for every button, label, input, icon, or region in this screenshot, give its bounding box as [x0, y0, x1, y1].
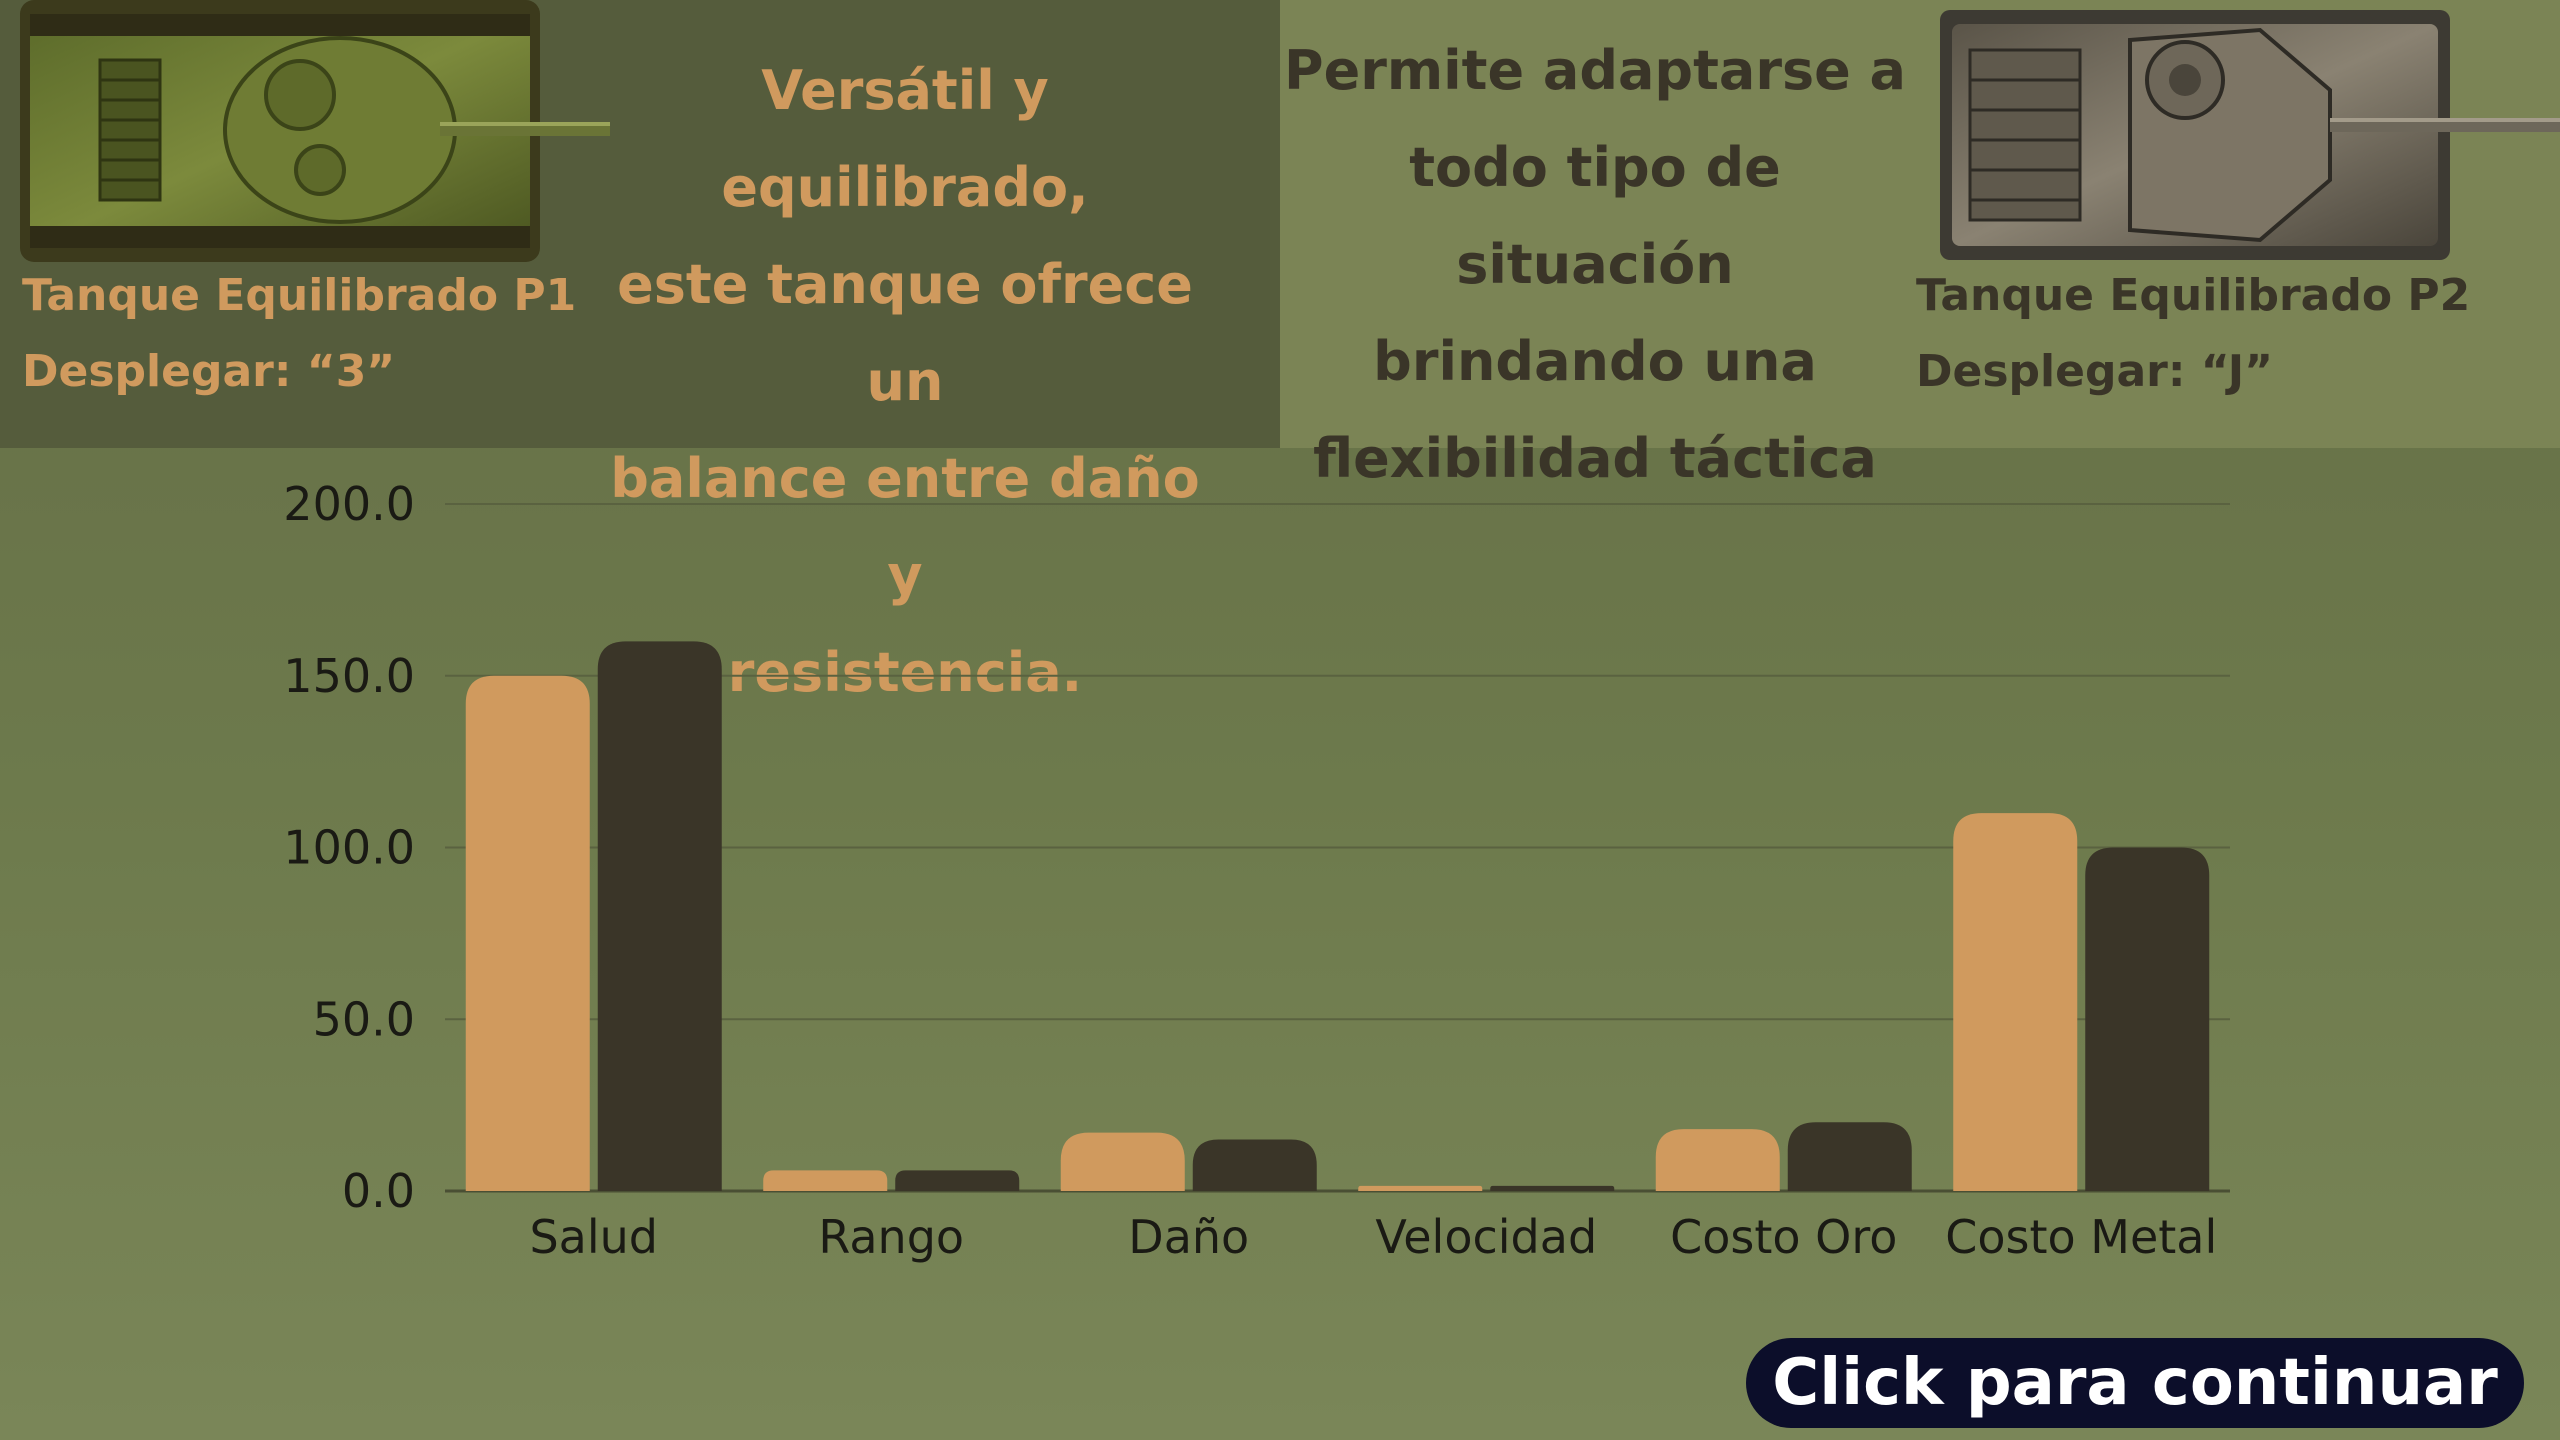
tank-p1-deploy-key: Desplegar: “3”	[22, 346, 396, 397]
y-tick-label: 150.0	[283, 649, 415, 703]
description-line: brindando una	[1373, 330, 1817, 393]
bar-p1-costo-metal	[1953, 813, 2078, 1191]
tank-p2-name: Tanque Equilibrado P2	[1916, 270, 2471, 321]
description-line: flexibilidad táctica	[1313, 427, 1877, 490]
x-tick-label: Costo Oro	[1670, 1210, 1897, 1264]
bar-p1-rango	[763, 1170, 888, 1191]
description-line: balance entre daño y	[610, 447, 1200, 607]
tank-p1-name: Tanque Equilibrado P1	[22, 270, 577, 321]
y-tick-label: 0.0	[342, 1164, 415, 1218]
y-tick-label: 100.0	[283, 821, 415, 875]
x-tick-label: Daño	[1128, 1210, 1249, 1264]
tank-p2-description: Permite adaptarse a todo tipo de situaci…	[1280, 22, 1910, 507]
bar-p2-salud	[597, 641, 722, 1191]
bar-p1-velocidad	[1358, 1185, 1483, 1191]
bar-p2-velocidad	[1490, 1185, 1615, 1191]
description-line: todo tipo de situación	[1409, 136, 1781, 296]
y-tick-label: 50.0	[313, 992, 415, 1046]
bar-p2-costo-metal	[2085, 847, 2210, 1191]
x-tick-label: Velocidad	[1375, 1210, 1597, 1264]
stats-bar-chart: 0.0 50.0 100.0 150.0 200.0 Salud Rango Daño Velo…	[283, 477, 2230, 1264]
tank-p1-labels: Tanque Equilibrado P1 Desplegar: “3”	[22, 258, 576, 410]
description-line: resistencia.	[727, 641, 1083, 704]
description-line: este tanque ofrece un	[617, 253, 1193, 413]
bar-p2-dano	[1192, 1139, 1317, 1191]
x-tick-label: Salud	[529, 1210, 658, 1264]
continue-button[interactable]: Click para continuar	[1746, 1338, 2524, 1428]
y-tick-label: 200.0	[283, 477, 415, 531]
bar-p1-salud	[465, 675, 590, 1191]
x-tick-label: Rango	[818, 1210, 964, 1264]
bar-p1-costo-oro	[1655, 1129, 1780, 1191]
tank-p2-image	[1930, 0, 2560, 262]
tank-p2-labels: Tanque Equilibrado P2 Desplegar: “J”	[1916, 258, 2470, 410]
x-tick-label: Costo Metal	[1945, 1210, 2217, 1264]
tank-p1-image	[20, 0, 610, 262]
tank-p1-description: Versátil y equilibrado, este tanque ofre…	[590, 42, 1220, 721]
bar-p2-costo-oro	[1787, 1122, 1912, 1191]
description-line: Permite adaptarse a	[1284, 39, 1906, 102]
tank-p2-deploy-key: Desplegar: “J”	[1916, 346, 2274, 397]
bar-p1-dano	[1060, 1132, 1185, 1191]
bar-p2-rango	[895, 1170, 1020, 1191]
description-line: Versátil y equilibrado,	[721, 59, 1089, 219]
